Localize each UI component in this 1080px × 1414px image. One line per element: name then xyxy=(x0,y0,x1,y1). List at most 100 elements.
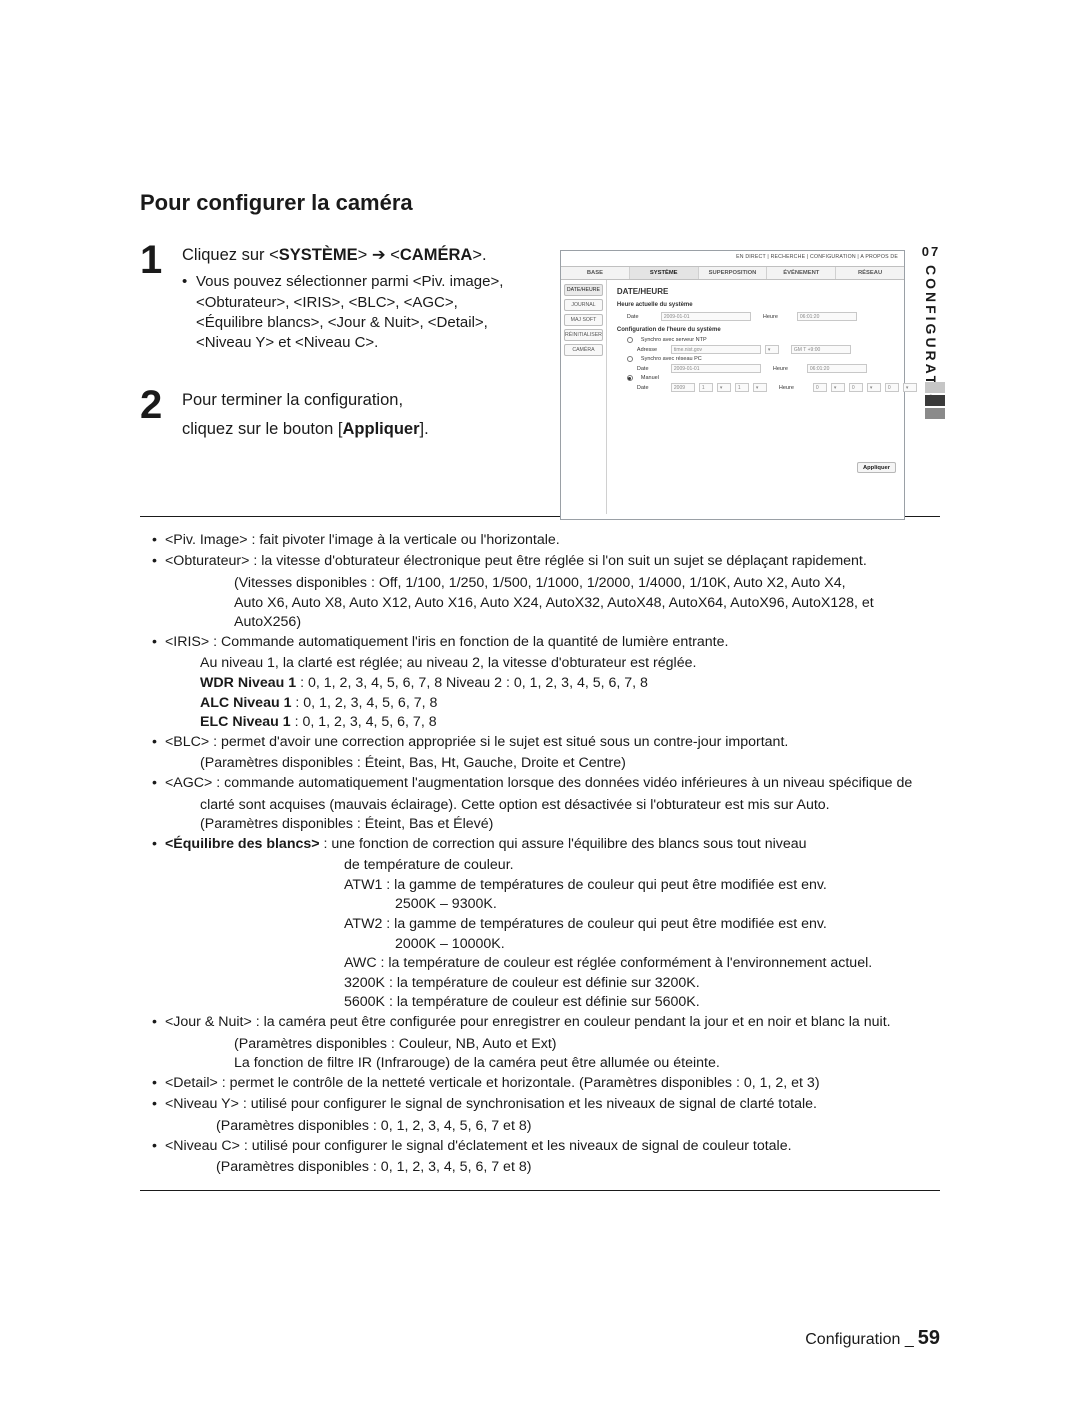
detail-cont: de température de couleur. xyxy=(140,856,940,876)
detail-cont: (Paramètres disponibles : Couleur, NB, A… xyxy=(140,1035,940,1055)
dropdown-icon[interactable]: ▾ xyxy=(753,383,767,392)
systeme-label: SYSTÈME xyxy=(279,246,358,264)
shot-subheading2: Configuration de l'heure du système xyxy=(617,327,917,333)
sidebar-item-journal[interactable]: JOURNAL xyxy=(564,299,603,311)
detail-cont: ATW1 : la gamme de températures de coule… xyxy=(140,876,940,896)
detail-item: <BLC> : permet d'avoir une correction ap… xyxy=(140,733,940,753)
detail-cont: (Vitesses disponibles : Off, 1/100, 1/25… xyxy=(140,574,940,594)
step-number: 2 xyxy=(140,387,172,423)
footer-label: Configuration _ xyxy=(805,1331,914,1348)
appliquer-label: Appliquer xyxy=(343,420,420,438)
detail-cont: 2500K – 9300K. xyxy=(140,895,940,915)
detail-cont: Au niveau 1, la clarté est réglée; au ni… xyxy=(140,654,940,674)
page-footer: Configuration _59 xyxy=(805,1327,940,1350)
detail-cont: (Paramètres disponibles : 0, 1, 2, 3, 4,… xyxy=(140,1158,940,1178)
detail-item: <Niveau Y> : utilisé pour configurer le … xyxy=(140,1095,940,1115)
apply-button[interactable]: Appliquer xyxy=(857,462,896,473)
text: Cliquez sur < xyxy=(182,246,279,264)
input-date[interactable]: 2009-01-01 xyxy=(671,364,761,373)
detail-cont: 5600K : la température de couleur est dé… xyxy=(140,993,940,1013)
dropdown-icon[interactable]: ▾ xyxy=(717,383,731,392)
shot-heading: DATE/HEURE xyxy=(617,287,917,296)
label-heure: Heure xyxy=(779,385,809,391)
detail-cont: (Paramètres disponibles : Éteint, Bas et… xyxy=(140,815,940,835)
detail-cont: AutoX256) xyxy=(140,613,940,633)
detail-item: <Niveau C> : utilisé pour configurer le … xyxy=(140,1137,940,1157)
detail-cont: ATW2 : la gamme de températures de coule… xyxy=(140,915,940,935)
radio-ntp[interactable] xyxy=(627,337,633,343)
detail-item: <Piv. Image> : fait pivoter l'image à la… xyxy=(140,531,940,551)
section-title: Pour configurer la caméra xyxy=(140,190,940,216)
dropdown-icon[interactable]: ▾ xyxy=(831,383,845,392)
label-date: Date xyxy=(627,314,657,320)
detail-cont: 2000K – 10000K. xyxy=(140,935,940,955)
detail-cont: (Paramètres disponibles : 0, 1, 2, 3, 4,… xyxy=(140,1117,940,1137)
text: > ➔ < xyxy=(358,246,400,264)
dropdown-icon[interactable]: 1 xyxy=(735,383,749,392)
dropdown-icon[interactable]: 0 xyxy=(885,383,899,392)
detail-cont: Auto X6, Auto X8, Auto X12, Auto X16, Au… xyxy=(140,594,940,614)
step-bullet: Vous pouvez sélectionner parmi <Piv. ima… xyxy=(182,272,512,353)
details-list: <Piv. Image> : fait pivoter l'image à la… xyxy=(140,531,940,1178)
tab-evenement[interactable]: ÉVÉNEMENT xyxy=(767,267,836,279)
text: ]. xyxy=(420,420,429,438)
text: <Équilibre des blancs> xyxy=(165,836,320,852)
detail-cont: La fonction de filtre IR (Infrarouge) de… xyxy=(140,1054,940,1074)
tab-superposition[interactable]: SUPERPOSITION xyxy=(699,267,768,279)
detail-cont: ALC Niveau 1 : 0, 1, 2, 3, 4, 5, 6, 7, 8 xyxy=(140,694,940,714)
sidebar-item-camera[interactable]: CAMÉRA xyxy=(564,344,603,356)
text: ELC Niveau 1 xyxy=(200,714,291,730)
step-body: Pour terminer la configuration, cliquez … xyxy=(182,387,429,446)
label-date: Date xyxy=(637,366,667,372)
detail-cont: (Paramètres disponibles : Éteint, Bas, H… xyxy=(140,754,940,774)
chapter-number: 07 xyxy=(917,244,945,259)
input-heure[interactable]: 06:01:20 xyxy=(807,364,867,373)
shot-sidebar: DATE/HEURE JOURNAL MAJ SOFT RÉINITIALISE… xyxy=(561,280,607,514)
tab-base[interactable]: BASE xyxy=(561,267,630,279)
detail-item: <Obturateur> : la vitesse d'obturateur é… xyxy=(140,552,940,572)
dropdown-icon[interactable]: 1 xyxy=(699,383,713,392)
text: Pour terminer la configuration, xyxy=(182,389,429,411)
text: >. xyxy=(472,246,486,264)
detail-cont: clarté sont acquises (mauvais éclairage)… xyxy=(140,796,940,816)
label-date: Date xyxy=(637,385,667,391)
dropdown-icon[interactable]: ▾ xyxy=(867,383,881,392)
input-date[interactable]: 2009-01-01 xyxy=(661,312,751,321)
text: : 0, 1, 2, 3, 4, 5, 6, 7, 8 xyxy=(291,695,437,711)
detail-item: <Detail> : permet le contrôle de la nett… xyxy=(140,1074,940,1094)
detail-cont: 3200K : la température de couleur est dé… xyxy=(140,974,940,994)
page-number: 59 xyxy=(918,1327,940,1349)
shot-main: DATE/HEURE Heure actuelle du système Dat… xyxy=(607,280,927,514)
sidebar-item-reset[interactable]: RÉINITIALISER xyxy=(564,329,603,341)
detail-cont: WDR Niveau 1 : 0, 1, 2, 3, 4, 5, 6, 7, 8… xyxy=(140,674,940,694)
detail-cont: AWC : la température de couleur est régl… xyxy=(140,954,940,974)
dropdown-year[interactable]: 2009 xyxy=(671,383,695,392)
shot-top-links: EN DIRECT | RECHERCHE | CONFIGURATION | … xyxy=(561,251,904,267)
detail-item: <IRIS> : Commande automatiquement l'iris… xyxy=(140,633,940,653)
step-body: Cliquez sur <SYSTÈME> ➔ <CAMÉRA>. Vous p… xyxy=(182,242,512,353)
dropdown-icon[interactable]: ▾ xyxy=(765,345,779,354)
detail-item: <Équilibre des blancs> : une fonction de… xyxy=(140,835,940,855)
input-adresse[interactable]: time.nist.gov xyxy=(671,345,761,354)
text: ALC Niveau 1 xyxy=(200,695,291,711)
config-screenshot: EN DIRECT | RECHERCHE | CONFIGURATION | … xyxy=(560,250,905,520)
sidebar-item-date[interactable]: DATE/HEURE xyxy=(564,284,603,296)
dropdown-icon[interactable]: ▾ xyxy=(903,383,917,392)
dropdown-icon[interactable]: 0 xyxy=(849,383,863,392)
text: cliquez sur le bouton [ xyxy=(182,420,343,438)
text: : 0, 1, 2, 3, 4, 5, 6, 7, 8 xyxy=(291,714,437,730)
sidebar-item-maj[interactable]: MAJ SOFT xyxy=(564,314,603,326)
text: : une fonction de correction qui assure … xyxy=(320,836,807,852)
radio-manuel[interactable] xyxy=(627,375,633,381)
dropdown-hour[interactable]: 0 xyxy=(813,383,827,392)
radio-label: Synchro avec réseau PC xyxy=(641,356,702,362)
input-heure[interactable]: 06:01:20 xyxy=(797,312,857,321)
radio-pc[interactable] xyxy=(627,356,633,362)
tab-reseau[interactable]: RÉSEAU xyxy=(836,267,904,279)
step-number: 1 xyxy=(140,242,172,278)
label-adresse: Adresse xyxy=(637,347,667,353)
label-heure: Heure xyxy=(773,366,803,372)
input-gmt[interactable]: GM T +9:00 xyxy=(791,345,851,354)
label-heure: Heure xyxy=(763,314,793,320)
tab-systeme[interactable]: SYSTÈME xyxy=(630,267,699,279)
